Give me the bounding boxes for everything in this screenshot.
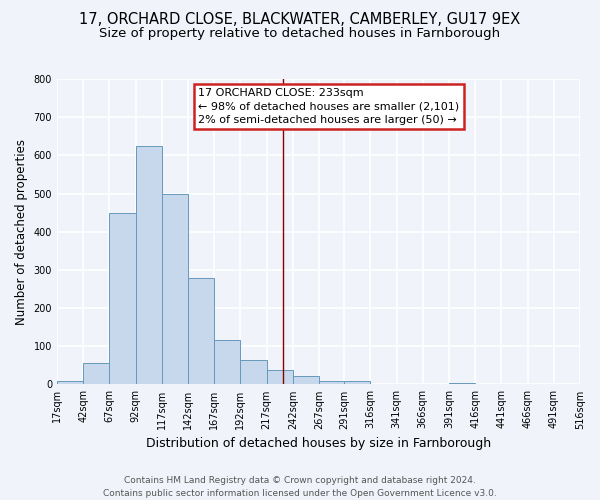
Y-axis label: Number of detached properties: Number of detached properties — [15, 138, 28, 324]
Bar — [136, 146, 162, 384]
Bar — [344, 382, 370, 384]
Text: Size of property relative to detached houses in Farnborough: Size of property relative to detached ho… — [100, 28, 500, 40]
Bar — [266, 370, 293, 384]
Bar — [109, 212, 136, 384]
Bar — [319, 380, 344, 384]
Bar — [83, 362, 109, 384]
Text: Contains HM Land Registry data © Crown copyright and database right 2024.
Contai: Contains HM Land Registry data © Crown c… — [103, 476, 497, 498]
Text: 17 ORCHARD CLOSE: 233sqm
← 98% of detached houses are smaller (2,101)
2% of semi: 17 ORCHARD CLOSE: 233sqm ← 98% of detach… — [198, 88, 459, 124]
Bar — [162, 194, 188, 384]
Text: 17, ORCHARD CLOSE, BLACKWATER, CAMBERLEY, GU17 9EX: 17, ORCHARD CLOSE, BLACKWATER, CAMBERLEY… — [79, 12, 521, 28]
Bar — [293, 376, 319, 384]
Bar — [449, 382, 475, 384]
Bar — [214, 340, 241, 384]
Bar — [57, 380, 83, 384]
Bar — [241, 360, 266, 384]
X-axis label: Distribution of detached houses by size in Farnborough: Distribution of detached houses by size … — [146, 437, 491, 450]
Bar — [188, 278, 214, 384]
